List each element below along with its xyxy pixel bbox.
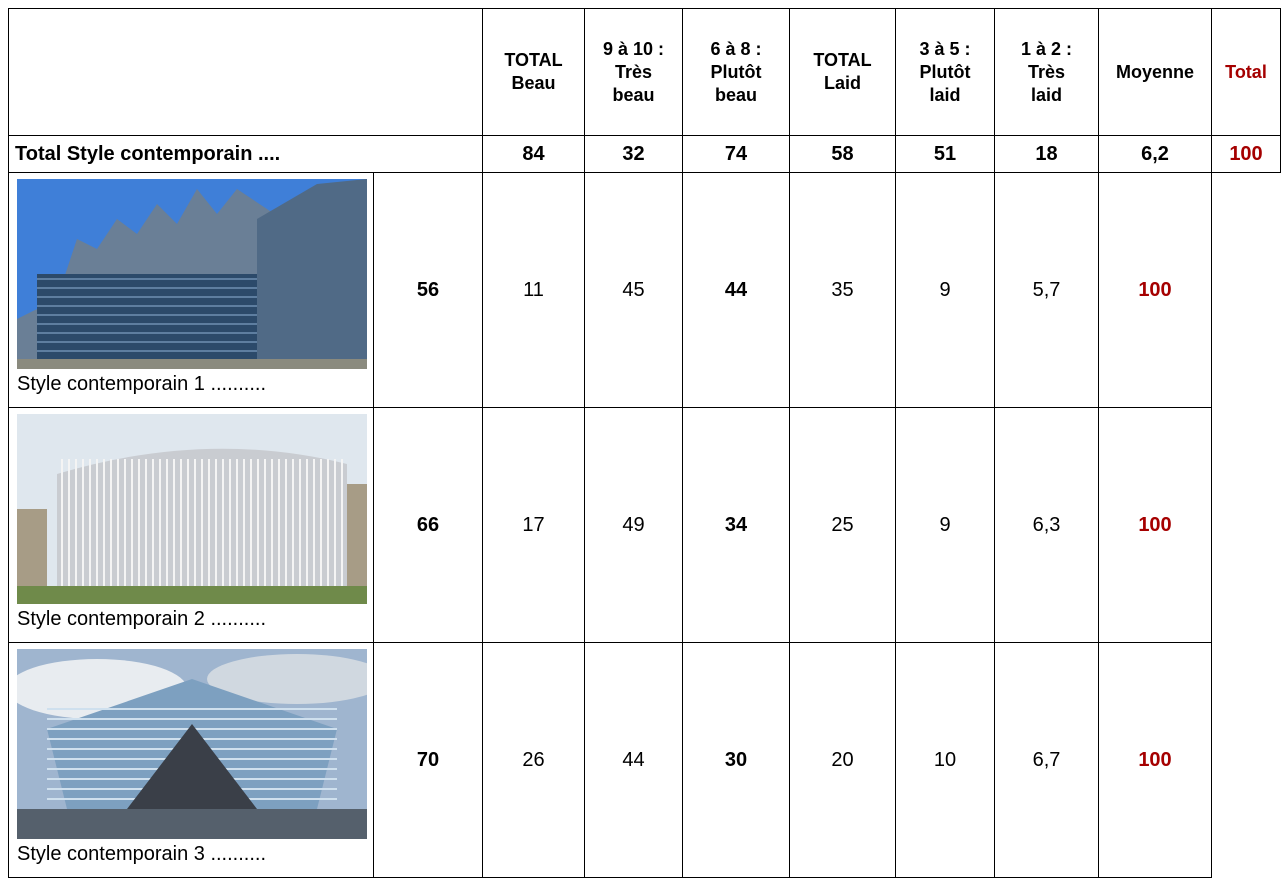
header-text: beau: [612, 84, 655, 105]
building-photo: [17, 179, 367, 369]
header-text: 9 à 10 :: [602, 38, 665, 59]
header-cell: TOTAL Laid: [789, 8, 896, 136]
image-cell: Style contemporain 3 ..........: [8, 642, 374, 878]
page: TOTAL Beau 9 à 10 : Très beau 6 à 8 : Plutôt be…: [8, 8, 1281, 878]
row-label: Style contemporain 1 ..........: [17, 373, 267, 395]
table-row: Style contemporain 1 .......... 56 11 45 44 3…: [8, 172, 1281, 408]
header-text: 3 à 5 :: [919, 38, 971, 59]
value-cell: 45: [584, 172, 683, 408]
header-cell: [8, 8, 483, 136]
value-cell: 9: [895, 172, 995, 408]
value-cell: 25: [789, 407, 896, 643]
value-cell: 26: [482, 642, 585, 878]
header-text: Beau: [511, 73, 556, 93]
value-cell: 74: [682, 135, 790, 173]
header-text: Très: [1027, 61, 1066, 82]
header-cell: 3 à 5 : Plutôt laid: [895, 8, 995, 136]
value-cell: 30: [682, 642, 790, 878]
value-cell: 18: [994, 135, 1099, 173]
header-cell: 1 à 2 : Très laid: [994, 8, 1099, 136]
header-text: Laid: [823, 73, 861, 93]
value-cell: 100: [1098, 407, 1212, 643]
header-row: TOTAL Beau 9 à 10 : Très beau 6 à 8 : Plutôt be…: [8, 8, 1281, 136]
results-table: TOTAL Beau 9 à 10 : Très beau 6 à 8 : Plutôt be…: [8, 8, 1281, 878]
header-cell: Total: [1211, 8, 1281, 136]
value-cell: 51: [895, 135, 995, 173]
value-cell: 6,7: [994, 642, 1099, 878]
header-text: laid: [929, 84, 961, 105]
header-text: TOTAL: [813, 50, 872, 70]
header-cell: 6 à 8 : Plutôt beau: [682, 8, 790, 136]
header-text: beau: [714, 84, 757, 105]
table-row: Total Style contemporain .... 84 32 74 58 51 1…: [8, 135, 1281, 173]
value-cell: 70: [373, 642, 483, 878]
table-row: Style contemporain 2 .......... 66 17 49 34 2…: [8, 407, 1281, 643]
header-text: Plutôt: [919, 61, 971, 82]
value-cell: 100: [1098, 172, 1212, 408]
row-label: Total Style contemporain ....: [8, 135, 483, 173]
row-label: Style contemporain 3 ..........: [17, 843, 267, 865]
value-cell: 9: [895, 407, 995, 643]
value-cell: 6,3: [994, 407, 1099, 643]
value-cell: 56: [373, 172, 483, 408]
header-cell: 9 à 10 : Très beau: [584, 8, 683, 136]
header-text: laid: [1030, 84, 1062, 105]
value-cell: 66: [373, 407, 483, 643]
value-cell: 20: [789, 642, 896, 878]
value-cell: 6,2: [1098, 135, 1212, 173]
value-cell: 11: [482, 172, 585, 408]
value-cell: 49: [584, 407, 683, 643]
building-photo: [17, 649, 367, 839]
header-text: TOTAL: [504, 50, 563, 70]
value-cell: 100: [1211, 135, 1281, 173]
value-cell: 84: [482, 135, 585, 173]
image-cell: Style contemporain 1 ..........: [8, 172, 374, 408]
value-cell: 34: [682, 407, 790, 643]
header-text: Total: [1225, 61, 1267, 82]
value-cell: 44: [682, 172, 790, 408]
table-row: Style contemporain 3 .......... 70 26 44 30 2…: [8, 642, 1281, 878]
header-text: 6 à 8 :: [710, 38, 762, 59]
header-text: Moyenne: [1115, 61, 1194, 82]
value-cell: 44: [584, 642, 683, 878]
header-text: Très: [614, 61, 653, 82]
value-cell: 58: [789, 135, 896, 173]
header-text: Plutôt: [710, 61, 762, 82]
building-photo: [17, 414, 367, 604]
value-cell: 5,7: [994, 172, 1099, 408]
value-cell: 35: [789, 172, 896, 408]
header-text: 1 à 2 :: [1020, 38, 1073, 59]
image-cell: Style contemporain 2 ..........: [8, 407, 374, 643]
value-cell: 17: [482, 407, 585, 643]
row-label: Style contemporain 2 ..........: [17, 608, 267, 630]
value-cell: 32: [584, 135, 683, 173]
header-cell: TOTAL Beau: [482, 8, 585, 136]
value-cell: 100: [1098, 642, 1212, 878]
header-cell: Moyenne: [1098, 8, 1212, 136]
value-cell: 10: [895, 642, 995, 878]
